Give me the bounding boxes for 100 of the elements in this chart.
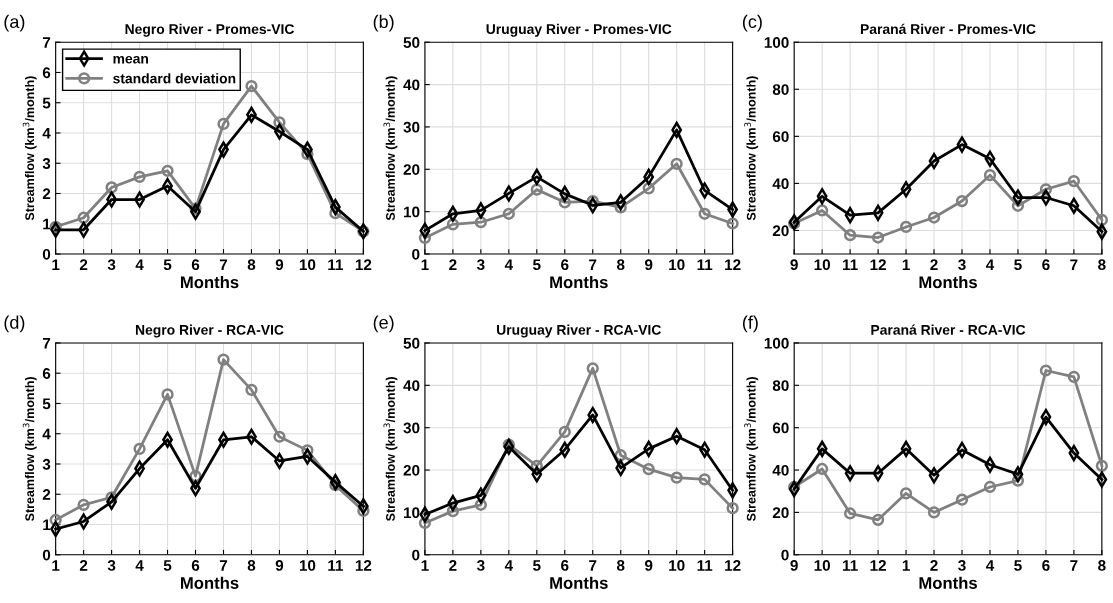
x-tick-label: 6 xyxy=(1042,259,1050,271)
x-tick-label: 3 xyxy=(476,259,485,271)
y-axis-title: Streamflow (km$^{3}$/month) xyxy=(383,377,398,521)
y-tick-label: 100 xyxy=(764,337,789,349)
point xyxy=(503,438,515,455)
point xyxy=(1095,459,1108,472)
y-tick-label: 50 xyxy=(403,337,420,349)
point xyxy=(1040,189,1052,206)
y-tick-label: 0 xyxy=(412,248,420,260)
y-tick-label: 3 xyxy=(42,158,51,169)
y-axis-title: Streamflow (km$^{3}$/month) xyxy=(744,76,759,221)
point xyxy=(419,222,431,239)
x-tick-label: 8 xyxy=(247,560,256,571)
x-tick-label: 1 xyxy=(52,259,60,270)
point xyxy=(928,467,940,484)
point xyxy=(587,197,599,214)
y-tick-label: 2 xyxy=(42,489,51,500)
y-tick-label: 40 xyxy=(772,178,789,190)
point xyxy=(843,507,857,520)
x-tick-label: 11 xyxy=(328,259,344,270)
point xyxy=(217,117,230,131)
x-tick-label: 2 xyxy=(449,560,457,571)
x-tick-label: 3 xyxy=(107,259,116,271)
text: (d) xyxy=(4,315,25,333)
point xyxy=(843,229,857,242)
y-tick-label: 1 xyxy=(43,218,51,230)
point xyxy=(816,462,829,476)
x-tick-label: 4 xyxy=(985,259,995,270)
x-tick-label: 5 xyxy=(1014,560,1022,571)
y-tick-label: 4 xyxy=(42,128,51,139)
x-axis-title: Months xyxy=(919,576,977,589)
point xyxy=(955,493,969,506)
x-tick-label: 10 xyxy=(299,560,316,571)
x-tick-label: 12 xyxy=(725,560,741,571)
y-tick-label: 100 xyxy=(764,37,789,48)
x-tick-label: 10 xyxy=(669,560,685,571)
x-tick-label: 10 xyxy=(299,259,316,271)
x-tick-label: 3 xyxy=(476,560,485,571)
point xyxy=(927,506,941,519)
y-tick-label: 7 xyxy=(42,37,51,48)
x-tick-label: 9 xyxy=(644,259,653,271)
x-tick-label: 3 xyxy=(107,560,116,571)
point xyxy=(559,441,571,458)
x-tick-label: 11 xyxy=(328,560,344,571)
x-tick-label: 4 xyxy=(135,560,144,571)
point xyxy=(871,231,885,244)
legend-label: standard deviation xyxy=(113,73,236,84)
x-tick-label: 8 xyxy=(616,259,625,271)
x-axis-title: Months xyxy=(550,576,608,589)
x-tick-label: 5 xyxy=(163,259,172,271)
point xyxy=(447,205,459,222)
x-tick-label: 7 xyxy=(219,560,228,571)
x-tick-label: 11 xyxy=(842,259,858,270)
x-tick-label: 3 xyxy=(958,560,966,571)
y-tick-label: 20 xyxy=(772,225,789,237)
x-tick-label: 5 xyxy=(533,259,541,271)
point xyxy=(900,181,912,198)
x-tick-label: 6 xyxy=(561,560,569,571)
y-tick-label: 0 xyxy=(42,248,51,260)
point xyxy=(558,425,571,439)
x-tick-label: 10 xyxy=(669,259,685,271)
x-tick-label: 6 xyxy=(561,259,569,271)
y-axis-title: Streamflow (km$^{3}$/month) xyxy=(22,377,37,521)
point xyxy=(133,170,146,183)
x-tick-label: 1 xyxy=(421,259,429,270)
point xyxy=(1039,364,1053,377)
point xyxy=(983,480,997,494)
x-axis-title: Months xyxy=(181,576,239,589)
y-tick-label: 60 xyxy=(772,422,789,434)
y-tick-label: 5 xyxy=(42,398,51,410)
y-tick-label: 2 xyxy=(42,188,51,200)
point xyxy=(726,502,739,515)
x-tick-label: 8 xyxy=(616,560,625,571)
point xyxy=(643,440,655,457)
x-tick-label: 2 xyxy=(930,259,938,270)
x-tick-label: 10 xyxy=(814,560,830,571)
point xyxy=(726,217,739,230)
x-tick-label: 12 xyxy=(725,259,741,270)
point xyxy=(474,216,487,229)
point xyxy=(357,498,369,515)
point xyxy=(844,207,856,224)
x-tick-label: 1 xyxy=(52,560,60,571)
point xyxy=(899,487,913,500)
point xyxy=(1012,189,1024,206)
x-tick-label: 1 xyxy=(902,560,910,571)
chart-title: Uruguay River - Promes-VIC xyxy=(486,23,672,37)
point xyxy=(503,185,515,202)
point xyxy=(1012,466,1024,483)
x-axis-title: Months xyxy=(550,275,608,289)
x-tick-label: 1 xyxy=(902,259,910,270)
y-tick-label: 40 xyxy=(772,464,789,476)
point xyxy=(956,136,968,153)
y-tick-label: 10 xyxy=(404,206,420,218)
point xyxy=(955,194,969,208)
point xyxy=(927,211,941,224)
point xyxy=(1068,197,1080,214)
point xyxy=(559,185,571,202)
y-tick-label: 30 xyxy=(403,121,420,133)
y-tick-label: 7 xyxy=(42,337,51,349)
point xyxy=(670,157,683,170)
